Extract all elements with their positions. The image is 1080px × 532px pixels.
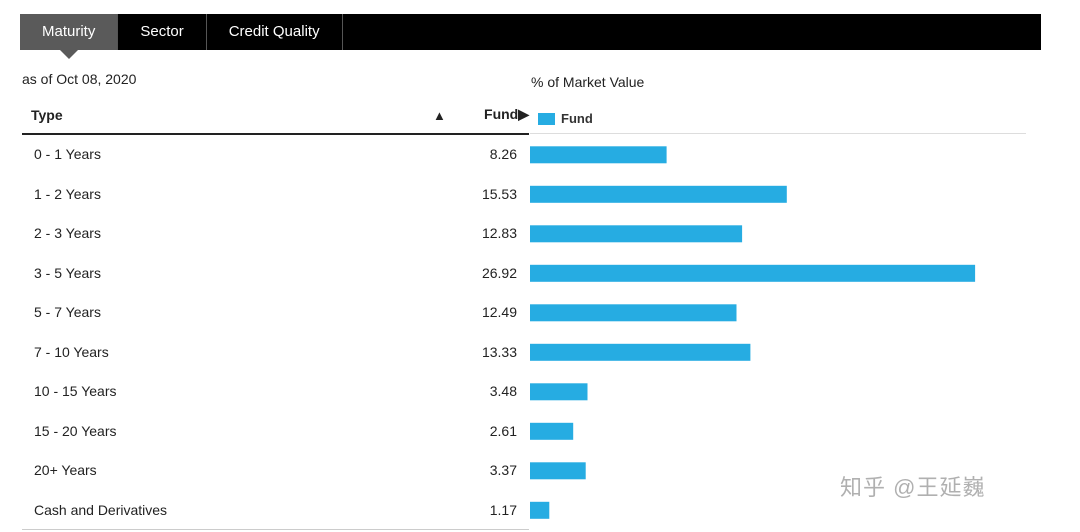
legend-label: Fund [561,111,593,126]
row-value: 12.49 [481,304,517,320]
row-type: 15 - 20 Years [34,422,117,439]
table-row: 3 - 5 Years 26.92 [22,254,529,294]
table-row: 5 - 7 Years 12.49 [22,293,529,333]
bar-2-3-years[interactable] [530,225,743,243]
row-type: 1 - 2 Years [34,185,101,202]
legend-swatch [538,112,555,125]
row-value: 12.83 [481,225,517,241]
row-type: 5 - 7 Years [34,304,101,320]
tab-credit-quality[interactable]: Credit Quality [207,14,343,50]
row-value: 13.33 [481,343,517,360]
column-header-fund[interactable]: Fund▶ [484,106,529,122]
chart-top-rule [530,133,1026,134]
table-row: 15 - 20 Years 2.61 [22,412,529,452]
maturity-table: 0 - 1 Years 8.26 1 - 2 Years 15.53 2 - 3 Y… [22,135,529,530]
table-row: 20+ Years 3.37 [22,451,529,491]
bar-1-2-years[interactable] [530,185,787,203]
table-bottom-rule [22,529,529,530]
table-row: 10 - 15 Years 3.48 [22,372,529,412]
bar-15-20-years[interactable] [530,422,574,440]
tab-maturity[interactable]: Maturity [20,14,119,59]
bar-cash-and-derivatives[interactable] [530,501,550,519]
market-value-bar-chart [530,146,976,519]
row-type: Cash and Derivatives [34,501,168,518]
row-value: 1.17 [489,501,517,518]
bar-10-15-years[interactable] [530,383,588,401]
table-row: 1 - 2 Years 15.53 [22,175,529,215]
sort-asc-icon[interactable]: ▲ [433,108,446,123]
row-value: 3.48 [489,383,517,399]
row-type: 20+ Years [34,462,97,478]
row-type: 3 - 5 Years [34,264,101,281]
row-type: 7 - 10 Years [34,343,109,360]
row-value: 3.37 [489,462,517,478]
chart-title: % of Market Value [531,74,645,90]
row-value: 2.61 [489,422,517,439]
bar-5-7-years[interactable] [530,304,737,322]
row-value: 8.26 [489,146,517,162]
row-type: 0 - 1 Years [34,146,101,162]
table-row: 0 - 1 Years 8.26 [22,135,529,175]
row-value: 15.53 [481,185,517,202]
row-type: 2 - 3 Years [34,225,101,241]
row-value: 26.92 [481,264,517,281]
bar-7-10-years[interactable] [530,343,751,361]
bar-0-1-years[interactable] [530,146,667,164]
table-header: Type ▲ Fund▶ [22,100,529,135]
as-of-date: as of Oct 08, 2020 [22,71,137,87]
tab-sector[interactable]: Sector [118,14,207,50]
chart-legend: Fund [538,111,593,126]
table-row: Cash and Derivatives 1.17 [22,491,529,531]
tab-bar: Maturity Sector Credit Quality [20,14,1041,59]
column-header-type[interactable]: Type [31,107,63,123]
watermark: 知乎 @王延巍 [840,475,986,500]
table-row: 2 - 3 Years 12.83 [22,214,529,254]
row-type: 10 - 15 Years [34,383,117,399]
table-row: 7 - 10 Years 13.33 [22,333,529,373]
bar-20-years[interactable] [530,462,586,480]
bar-3-5-years[interactable] [530,264,976,282]
